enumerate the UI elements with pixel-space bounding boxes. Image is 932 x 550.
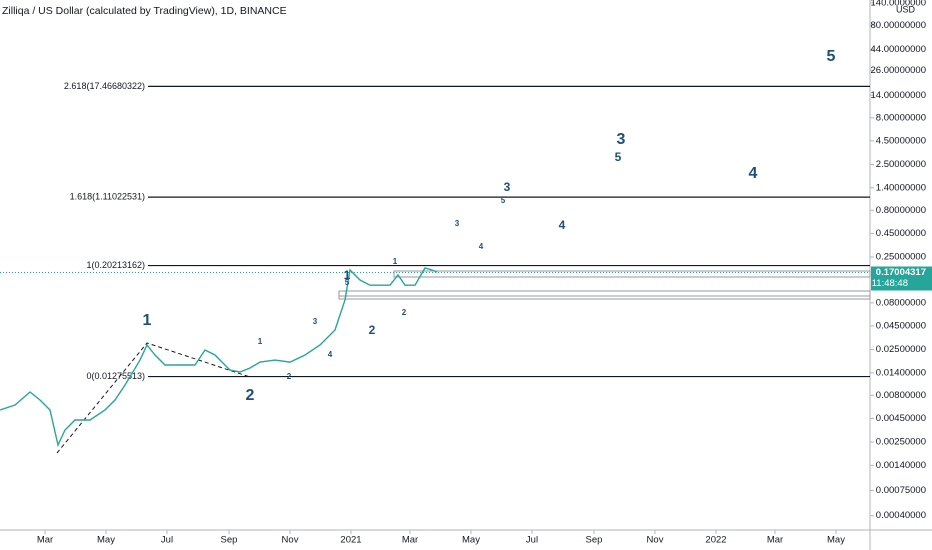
wave-label: 4 [749, 165, 758, 182]
wave-label: 5 [615, 150, 622, 164]
x-tick-label: Nov [647, 535, 664, 546]
y-tick-label: 44.00000000 [871, 44, 926, 55]
x-tick-label: Jul [161, 535, 173, 546]
y-tick-label: 1.40000000 [876, 182, 926, 193]
currency-label: USD [896, 4, 916, 14]
y-tick-label: 14.00000000 [871, 90, 926, 101]
countdown-label: 11:48:48 [872, 278, 908, 289]
fib-level-label: 1.618(1.11022531) [70, 191, 145, 201]
fib-level-label: 2.618(17.46680322) [64, 81, 145, 91]
wave-label: 2 [246, 387, 255, 404]
y-tick-label: 0.00040000 [876, 510, 926, 521]
wave-label: 4 [328, 350, 333, 359]
y-tick-label: 0.00250000 [876, 437, 926, 448]
x-tick-label: May [827, 535, 845, 546]
wave-label: 5 [827, 48, 836, 65]
current-price-box [871, 266, 932, 291]
y-tick-label: 0.02500000 [876, 344, 926, 355]
y-tick-label: 2.50000000 [876, 159, 926, 170]
wave-label: 3 [455, 219, 460, 228]
wave-label: 1 [344, 268, 351, 282]
chart-title: Zilliqa / US Dollar (calculated by Tradi… [2, 5, 287, 17]
y-tick-label: 0.00450000 [876, 413, 926, 424]
wave-label: 4 [559, 218, 566, 232]
y-tick-label: 8.00000000 [876, 112, 926, 123]
wave-label: 4 [479, 242, 484, 251]
wave-drawing [56, 342, 251, 454]
y-tick-label: 4.50000000 [876, 135, 926, 146]
x-tick-label: 2022 [705, 535, 726, 546]
y-tick-label: 26.00000000 [871, 65, 926, 76]
y-tick-label: 0.08000000 [876, 297, 926, 308]
wave-label: 5 [501, 196, 506, 205]
current-price-label: 0.17004317 [876, 267, 926, 278]
wave-label: 3 [504, 180, 511, 194]
x-tick-label: May [462, 535, 480, 546]
wave-label: 1 [393, 257, 398, 266]
y-tick-label: 0.45000000 [876, 228, 926, 239]
y-tick-label: 0.80000000 [876, 205, 926, 216]
wave-label: 3 [617, 131, 626, 148]
x-tick-label: Sep [586, 535, 603, 546]
fib-level-label: 1(0.20213162) [86, 260, 145, 270]
x-tick-label: Nov [282, 535, 299, 546]
y-tick-label: 0.00140000 [876, 460, 926, 471]
wave-label: 1 [258, 337, 263, 346]
y-tick-label: 0.00075000 [876, 485, 926, 496]
zone-box [338, 295, 871, 300]
y-tick-label: 0.25000000 [876, 252, 926, 263]
wave-label: 2 [369, 323, 376, 337]
x-tick-label: Mar [767, 535, 783, 546]
wave-label: 1 [143, 312, 152, 329]
wave-label: 2 [287, 372, 292, 381]
x-tick-label: Mar [402, 535, 418, 546]
x-tick-label: Mar [37, 535, 53, 546]
zone-box [393, 270, 871, 278]
x-tick-label: Sep [221, 535, 238, 546]
x-tick-label: May [97, 535, 115, 546]
y-tick-label: 80.00000000 [871, 20, 926, 31]
y-tick-label: 0.04500000 [876, 320, 926, 331]
y-tick-label: 0.01400000 [876, 367, 926, 378]
y-tick-label: 0.00800000 [876, 390, 926, 401]
x-tick-label: 2021 [340, 535, 361, 546]
wave-label: 3 [313, 317, 318, 326]
wave-label: 5 [345, 278, 350, 287]
x-tick-label: Jul [526, 535, 538, 546]
y-tick-label: 140.0000000 [871, 0, 926, 8]
fib-level-label: 0(0.01275513) [86, 371, 145, 381]
price-line [0, 267, 438, 448]
wave-label: 2 [402, 308, 407, 317]
